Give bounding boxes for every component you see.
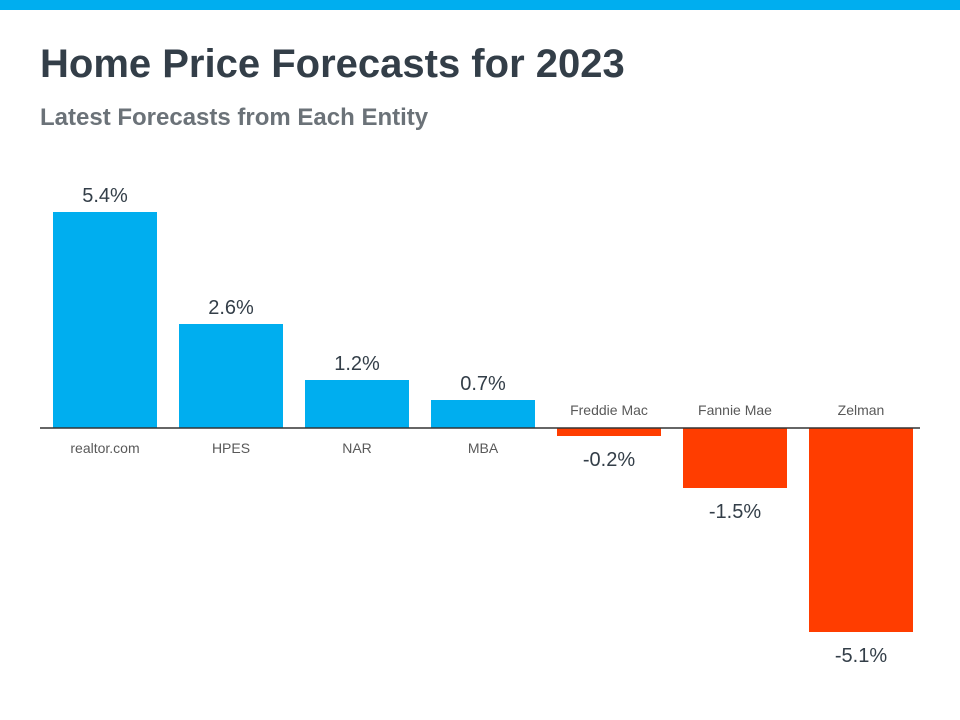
- chart-title: Home Price Forecasts for 2023: [40, 42, 625, 86]
- bar-fannie-mae: [683, 428, 787, 488]
- category-label-realtor-com: realtor.com: [70, 440, 139, 456]
- bars-group: [53, 212, 913, 632]
- bar-zelman: [809, 428, 913, 632]
- bar-nar: [305, 380, 409, 428]
- category-label-hpes: HPES: [212, 440, 250, 456]
- bar-freddie-mac: [557, 428, 661, 436]
- bar-mba: [431, 400, 535, 428]
- category-label-fannie-mae: Fannie Mae: [698, 402, 772, 418]
- category-label-zelman: Zelman: [838, 402, 885, 418]
- top-accent-bar: [0, 0, 960, 10]
- category-label-mba: MBA: [468, 440, 499, 456]
- value-label-hpes: 2.6%: [208, 297, 254, 319]
- value-label-zelman: -5.1%: [835, 645, 887, 667]
- labels-group: 5.4% realtor.com 2.6% HPES 1.2% NAR 0.7% MBA -0.…: [70, 185, 887, 667]
- value-label-mba: 0.7%: [460, 373, 506, 395]
- category-label-nar: NAR: [342, 440, 372, 456]
- category-label-freddie-mac: Freddie Mac: [570, 402, 648, 418]
- value-label-fannie-mae: -1.5%: [709, 501, 761, 523]
- bar-hpes: [179, 324, 283, 428]
- value-label-realtor-com: 5.4%: [82, 185, 128, 207]
- chart-subtitle: Latest Forecasts from Each Entity: [40, 104, 429, 131]
- value-label-nar: 1.2%: [334, 353, 380, 375]
- value-label-freddie-mac: -0.2%: [583, 449, 635, 471]
- bar-realtor-com: [53, 212, 157, 428]
